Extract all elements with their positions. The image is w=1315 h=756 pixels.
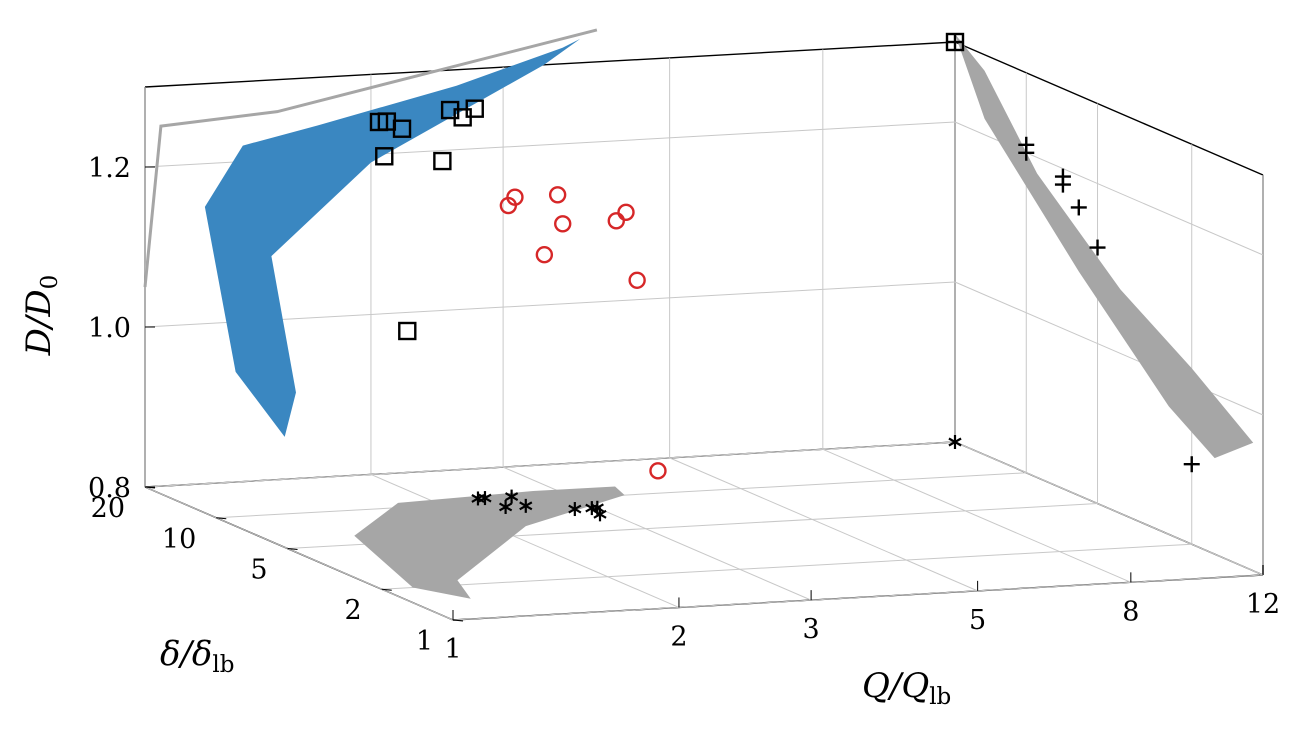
gridlines bbox=[144, 42, 1264, 621]
back-projection bbox=[143, 28, 598, 288]
plus-marker bbox=[1089, 239, 1106, 256]
z-tick-label: 0.8 bbox=[88, 473, 131, 504]
circle-marker bbox=[649, 462, 667, 480]
asterisk-stroke bbox=[593, 509, 607, 519]
square-marker bbox=[433, 151, 452, 171]
y-tick-mark bbox=[216, 517, 227, 520]
square-marker bbox=[465, 99, 484, 118]
circle-marker bbox=[628, 271, 646, 289]
x-tick-label: 5 bbox=[969, 605, 986, 636]
asterisk-stroke bbox=[585, 503, 599, 513]
square-marker bbox=[392, 119, 412, 138]
z-tick-label: 1.0 bbox=[88, 313, 131, 344]
asterisk-stroke bbox=[948, 437, 962, 447]
grid-line bbox=[144, 441, 956, 488]
plus-marker bbox=[947, 34, 963, 50]
grid-line bbox=[669, 457, 978, 592]
y-axis-label: δ/δlb bbox=[160, 634, 235, 678]
grid-line bbox=[381, 543, 1192, 590]
grid-line bbox=[954, 441, 1264, 576]
y-tick-mark bbox=[287, 548, 298, 551]
circle-marker bbox=[617, 203, 635, 221]
circle-marker bbox=[607, 212, 625, 230]
x-tick-label: 3 bbox=[803, 614, 820, 645]
plus-marker bbox=[1054, 168, 1071, 185]
asterisk-stroke bbox=[519, 501, 533, 511]
grid-line bbox=[822, 448, 1132, 583]
x-tick-label: 8 bbox=[1122, 596, 1139, 627]
x-tick-label: 12 bbox=[1246, 589, 1280, 620]
y-tick-label: 5 bbox=[250, 555, 267, 586]
y-tick-label: 10 bbox=[162, 524, 196, 555]
asterisk-marker bbox=[948, 435, 962, 449]
floor-projection bbox=[354, 486, 625, 599]
asterisk-stroke bbox=[590, 503, 604, 513]
plus-marker bbox=[1070, 199, 1087, 216]
data-markers bbox=[369, 32, 1200, 522]
square-marker bbox=[375, 147, 394, 166]
grid-line bbox=[452, 574, 1264, 621]
asterisk-marker bbox=[593, 507, 607, 522]
surface-shape bbox=[204, 38, 581, 437]
asterisk-marker bbox=[478, 491, 492, 506]
plus-marker bbox=[1183, 456, 1200, 473]
x-axis-label: Q/Qlb bbox=[862, 666, 951, 710]
asterisk-marker bbox=[498, 499, 513, 514]
y-tick-mark bbox=[381, 588, 392, 591]
z-tick-label: 1.2 bbox=[88, 153, 131, 184]
plus-marker bbox=[1018, 136, 1035, 153]
square-marker bbox=[398, 321, 417, 341]
x-tick-label: 2 bbox=[670, 621, 687, 652]
x-tick-label: 1 bbox=[444, 634, 461, 665]
grid-line bbox=[144, 486, 454, 621]
side-projection bbox=[955, 34, 1254, 459]
grid-line bbox=[370, 473, 680, 608]
z-axis-label: D/D0 bbox=[19, 275, 63, 357]
asterisk-marker bbox=[568, 502, 582, 517]
axis-edge bbox=[954, 41, 1264, 176]
y-tick-label: 1 bbox=[416, 626, 433, 657]
asterisk-stroke bbox=[504, 492, 519, 502]
circle-marker bbox=[535, 246, 554, 264]
circle-marker bbox=[548, 186, 567, 204]
asterisk-stroke bbox=[498, 502, 513, 512]
asterisk-marker bbox=[504, 489, 519, 504]
y-tick-mark bbox=[452, 619, 464, 622]
axis-edge bbox=[144, 41, 956, 88]
asterisk-stroke bbox=[568, 504, 582, 514]
grid-line bbox=[502, 466, 812, 601]
asterisk-marker bbox=[519, 498, 533, 513]
y-tick-label: 2 bbox=[345, 595, 362, 626]
circle-marker bbox=[506, 188, 524, 206]
circle-marker bbox=[554, 215, 572, 233]
blue-surface bbox=[204, 38, 581, 437]
shadow-projections bbox=[143, 28, 1254, 599]
y-tick-label: 20 bbox=[91, 493, 125, 524]
asterisk-stroke bbox=[478, 493, 492, 503]
